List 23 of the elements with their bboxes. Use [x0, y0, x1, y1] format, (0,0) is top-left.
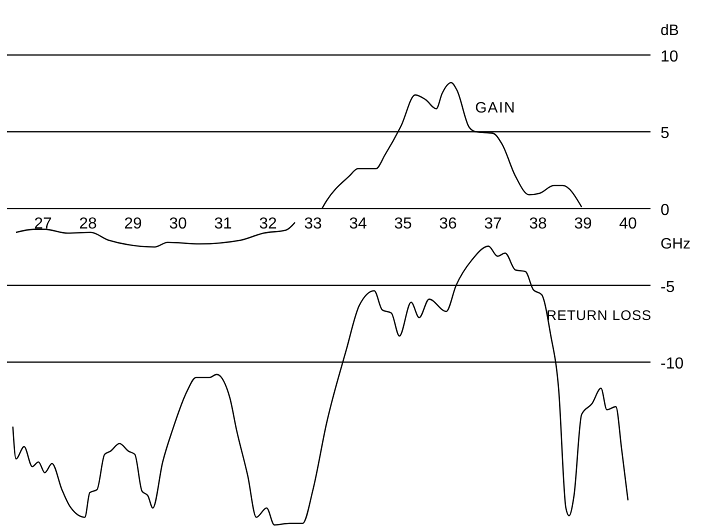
- series-label: RETURN LOSS: [546, 307, 652, 324]
- x-tick-label: 31: [214, 216, 232, 233]
- y-axis-title: dB: [660, 22, 679, 39]
- x-tick-label: 40: [619, 216, 637, 233]
- y-tick-label: -10: [660, 356, 684, 373]
- x-tick-label: 34: [349, 216, 367, 233]
- x-tick-label: 36: [439, 216, 457, 233]
- x-tick-label: 30: [169, 216, 187, 233]
- x-tick-label: 27: [34, 216, 52, 233]
- x-tick-label: 32: [259, 216, 277, 233]
- x-tick-label: 39: [574, 216, 592, 233]
- x-tick-label: 38: [529, 216, 547, 233]
- x-tick-label: 29: [124, 216, 142, 233]
- y-tick-label: 0: [660, 202, 670, 219]
- x-tick-label: 35: [394, 216, 412, 233]
- x-tick-label: 37: [484, 216, 502, 233]
- series-label: GAIN: [475, 100, 516, 117]
- y-tick-label: 10: [660, 48, 678, 66]
- y-tick-label: -5: [660, 278, 675, 296]
- y-tick-label: 5: [660, 125, 670, 142]
- x-axis-title: GHz: [660, 236, 690, 253]
- x-tick-label: 33: [304, 216, 322, 233]
- x-tick-label: 28: [79, 216, 97, 233]
